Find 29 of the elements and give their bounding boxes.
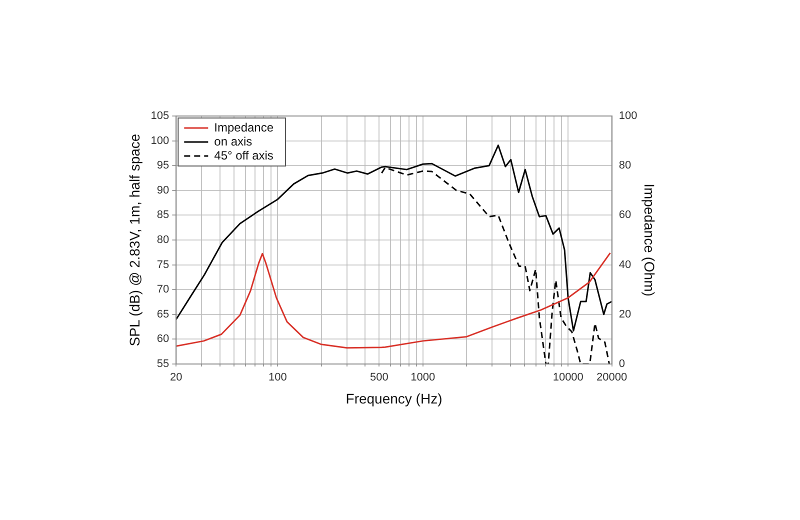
y2-tick-label: 20 [618,308,632,320]
x-tick-label: 20000 [596,372,628,384]
y-tick-label: 105 [150,110,170,122]
y-tick-label: 90 [156,184,170,196]
y2-tick-label: 80 [618,160,632,172]
y-tick-label: 70 [156,284,170,296]
y-axis-title: SPL (dB) @ 2.83V, 1m, half space [126,134,142,346]
y-tick-label: 95 [156,160,170,172]
y2-tick-label: 40 [618,258,632,271]
y2-tick-label: 0 [618,358,625,370]
x-tick-label: 20 [170,372,182,384]
legend-label: on axis [214,134,252,148]
y-tick-label: 85 [156,209,170,222]
y-tick-label: 100 [150,134,170,147]
legend-label: 45° off axis [214,148,274,162]
y2-tick-label: 100 [618,110,638,122]
y-tick-label: 75 [156,258,170,271]
x-tick-label: 500 [370,372,388,384]
x-tick-label: 1000 [410,372,436,384]
x-axis-title: Frequency (Hz) [346,390,442,406]
y2-axis-title: Impedance (Ohm) [642,184,658,296]
y-tick-label: 60 [156,333,170,346]
legend-label: Impedance [214,120,274,134]
x-tick-label: 10000 [552,372,584,384]
y-tick-label: 80 [156,234,170,246]
y-tick-label: 55 [156,358,170,370]
x-tick-label: 100 [268,372,287,384]
y2-tick-label: 60 [618,209,632,222]
y-tick-label: 65 [156,308,170,320]
